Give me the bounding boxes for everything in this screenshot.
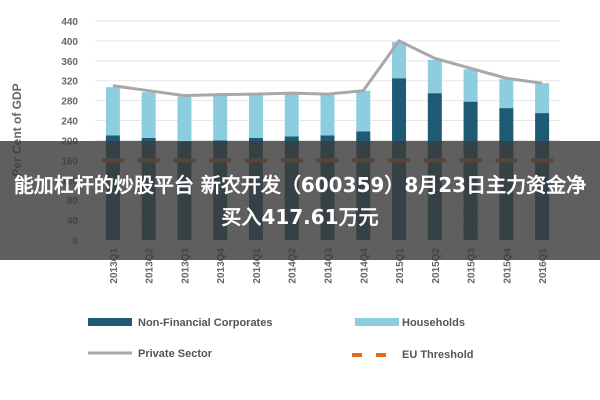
x-tick-2016Q1: 2016Q1	[538, 248, 549, 284]
line-private-sector	[112, 39, 543, 98]
bar-households-2015Q2	[427, 59, 442, 94]
legend: Non-Financial Corporates Households Priv…	[88, 317, 474, 361]
x-tick-2014Q3: 2014Q3	[324, 248, 335, 284]
bar-households-2014Q3	[320, 94, 335, 136]
bar-households-2013Q1	[105, 87, 120, 136]
bar-households-2016Q1	[535, 83, 550, 114]
x-tick-2014Q1: 2014Q1	[252, 248, 263, 284]
headline-text: 能加杠杆的炒股平台 新农开发（600359）8月23日主力资金净买入417.61…	[13, 172, 587, 229]
legend-label-eu-threshold: EU Threshold	[402, 349, 474, 361]
x-tick-2014Q4: 2014Q4	[359, 248, 370, 284]
legend-swatch-non-financial-corporates	[88, 318, 132, 326]
legend-swatch-households	[355, 318, 399, 326]
y-tick-240: 240	[61, 117, 78, 128]
x-tick-2013Q2: 2013Q2	[145, 248, 156, 284]
y-tick-280: 280	[61, 97, 78, 108]
x-tick-labels: 2013Q1 2013Q2 2013Q3 2013Q4 2014Q1 2014Q2 2014…	[109, 248, 549, 284]
headline-banner: 能加杠杆的炒股平台 新农开发（600359）8月23日主力资金净买入417.61…	[0, 141, 600, 260]
y-tick-360: 360	[61, 57, 78, 68]
bar-households-2014Q2	[284, 93, 299, 137]
bar-households-2015Q4	[499, 79, 514, 109]
legend-label-households: Households	[402, 317, 465, 329]
bar-households-2015Q1	[392, 41, 407, 79]
bar-households-2013Q4	[213, 95, 228, 141]
bar-households-2014Q1	[248, 94, 263, 138]
x-tick-2013Q4: 2013Q4	[216, 248, 227, 284]
legend-label-non-financial-corporates: Non-Financial Corporates	[138, 317, 272, 329]
bar-households-2014Q4	[356, 90, 371, 132]
bar-households-2013Q3	[177, 96, 192, 142]
x-tick-2014Q2: 2014Q2	[288, 248, 299, 284]
x-tick-2013Q1: 2013Q1	[109, 248, 120, 284]
y-tick-400: 400	[61, 37, 78, 48]
x-tick-2013Q3: 2013Q3	[180, 248, 191, 284]
x-tick-2015Q4: 2015Q4	[502, 248, 513, 284]
x-tick-2015Q1: 2015Q1	[395, 248, 406, 284]
y-tick-440: 440	[61, 17, 78, 28]
bar-households-2013Q2	[141, 92, 156, 138]
bar-households-2015Q3	[463, 69, 478, 102]
y-tick-320: 320	[61, 77, 78, 88]
x-tick-2015Q2: 2015Q2	[431, 248, 442, 284]
x-tick-2015Q3: 2015Q3	[467, 248, 478, 284]
legend-label-private-sector: Private Sector	[138, 348, 213, 360]
